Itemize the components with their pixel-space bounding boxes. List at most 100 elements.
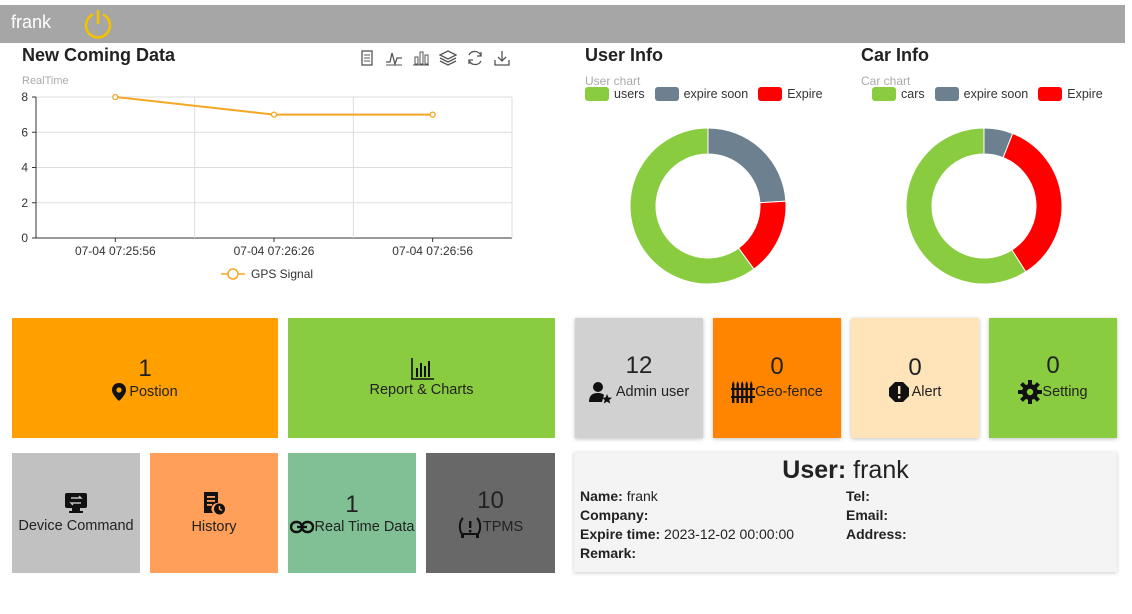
car-chart-subtitle: Car chart: [861, 74, 911, 88]
device-command-label: Device Command: [18, 518, 134, 534]
expire-value: 2023-12-02 00:00:00: [664, 526, 795, 542]
legend-label: Expire: [1067, 87, 1103, 101]
bar-chart-icon[interactable]: [412, 49, 430, 67]
top-bar: frank: [0, 5, 1125, 43]
setting-label: Setting: [1042, 384, 1088, 400]
chart-subtitle: RealTime: [22, 75, 69, 87]
x-tick-label: 07-04 07:25:56: [75, 244, 156, 258]
tel-row: Tel:: [846, 488, 870, 504]
chart-toolbox: [358, 49, 511, 67]
legend-label: GPS Signal: [251, 267, 313, 281]
user-title-value: frank: [853, 456, 909, 484]
legend-label: cars: [901, 87, 925, 101]
setting-tile[interactable]: 0 Setting: [989, 318, 1117, 438]
company-label: Company:: [580, 507, 649, 523]
legend-item-users[interactable]: users: [585, 87, 645, 101]
legend-marker: [227, 268, 239, 280]
alert-tile[interactable]: 0 Alert: [851, 318, 979, 438]
history-tile[interactable]: History: [150, 453, 278, 573]
name-row: Name: frank: [580, 488, 658, 504]
line-chart-icon[interactable]: [385, 49, 403, 67]
report-charts-tile[interactable]: Report & Charts: [288, 318, 555, 438]
email-label: Email:: [846, 507, 889, 523]
gps-line-chart: RealTime 0 2 4 6 8 07-04 07:25:56 07-04 07:26…: [21, 75, 513, 281]
data-point[interactable]: [112, 93, 119, 101]
x-tick-label: 07-04 07:26:56: [392, 244, 473, 258]
position-label: Postion: [129, 384, 178, 400]
alert-count: 0: [908, 354, 922, 381]
tpms-tile[interactable]: 10 TPMS: [426, 453, 555, 573]
address-label: Address:: [846, 526, 907, 542]
y-tick-label: 2: [21, 196, 28, 210]
legend-swatch: [934, 87, 959, 101]
legend-item-expire[interactable]: Expire: [758, 87, 823, 101]
username-label: frank: [11, 12, 52, 32]
geofence-count: 0: [770, 353, 784, 380]
position-tile[interactable]: 1 Postion: [12, 318, 278, 438]
address-row: Address:: [846, 526, 907, 542]
user-panel-title: User: frank: [574, 456, 1117, 485]
download-icon[interactable]: [493, 49, 511, 67]
legend-swatch: [1038, 87, 1063, 101]
gear-icon: [1018, 380, 1043, 404]
name-value: frank: [626, 488, 658, 504]
user-title-label: User:: [782, 456, 847, 484]
donut-slice-users[interactable]: [629, 127, 755, 285]
admin-label: Admin user: [615, 384, 690, 400]
realtime-count: 1: [345, 491, 359, 518]
expire-label: Expire time:: [580, 526, 661, 542]
y-tick-label: 0: [21, 231, 28, 245]
map-marker-icon: [112, 383, 127, 401]
legend-item-cars[interactable]: cars: [872, 87, 925, 101]
data-point[interactable]: [429, 111, 436, 118]
remark-label: Remark:: [580, 545, 637, 561]
fence-icon: [731, 381, 756, 403]
car-info-title: Car Info: [861, 45, 930, 65]
link-icon: [289, 520, 314, 534]
real-time-data-tile[interactable]: 1 Real Time Data: [288, 453, 416, 573]
donut-slice-cars[interactable]: [905, 127, 1027, 285]
admin-user-tile[interactable]: 12 Admin user: [575, 318, 703, 438]
user-chart-subtitle: User chart: [585, 74, 641, 88]
alert-octagon-icon: [888, 382, 909, 402]
bar-chart-icon: [410, 358, 434, 380]
device-command-tile[interactable]: Device Command: [12, 453, 140, 573]
data-view-icon[interactable]: [358, 49, 376, 67]
y-tick-label: 8: [21, 90, 28, 104]
x-tick-label: 07-04 07:26:26: [234, 244, 315, 258]
remark-row: Remark:: [580, 545, 636, 561]
legend-item-expire-soon[interactable]: expire soon: [934, 87, 1028, 101]
data-point[interactable]: [270, 111, 278, 118]
car-donut-chart: [905, 127, 1063, 285]
chart-legend[interactable]: GPS Signal: [221, 267, 313, 281]
expire-row: Expire time: 2023-12-02 00:00:00: [580, 526, 794, 542]
power-icon[interactable]: [82, 8, 114, 40]
tpms-count: 10: [477, 487, 504, 514]
user-info-title: User Info: [585, 45, 664, 65]
geo-fence-tile[interactable]: 0 Geo-fence: [713, 318, 841, 438]
email-row: Email:: [846, 507, 888, 523]
legend-item-expire[interactable]: Expire: [1038, 87, 1103, 101]
car-chart-legend: cars expire soon Expire: [872, 87, 1113, 101]
donut-slice-expire-soon[interactable]: [707, 127, 787, 204]
user-donut-chart: [629, 127, 787, 285]
legend-label: users: [614, 87, 645, 101]
y-tick-label: 4: [21, 161, 28, 175]
user-chart-legend: users expire soon Expire: [585, 87, 833, 101]
user-star-icon: [588, 382, 612, 404]
history-label: History: [191, 519, 237, 535]
y-tick-label: 6: [21, 125, 28, 139]
company-row: Company:: [580, 507, 648, 523]
legend-item-expire-soon[interactable]: expire soon: [654, 87, 749, 101]
legend-label: Expire: [787, 87, 823, 101]
legend-label: expire soon: [683, 87, 749, 101]
report-label: Report & Charts: [369, 382, 474, 398]
position-count: 1: [138, 355, 152, 382]
realtime-label: Real Time Data: [314, 519, 415, 535]
refresh-icon[interactable]: [466, 49, 484, 67]
legend-swatch: [654, 87, 679, 101]
alert-label: Alert: [911, 384, 942, 400]
stack-icon[interactable]: [438, 49, 458, 67]
geofence-label: Geo-fence: [755, 384, 823, 400]
user-panel: User: frank Name: frank Company: Expire …: [574, 452, 1117, 572]
